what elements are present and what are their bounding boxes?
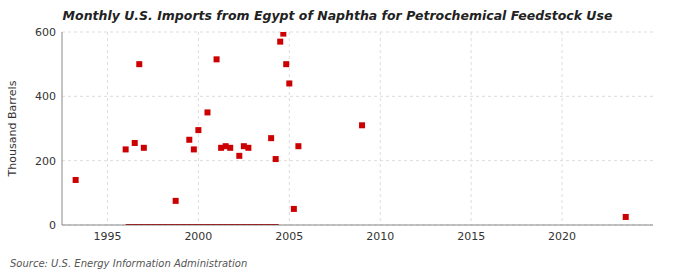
scatter-point [227,145,233,151]
grid-line-x [380,32,381,225]
grid-line-x [562,32,563,225]
scatter-point [277,39,283,45]
scatter-point [359,122,365,128]
scatter-point [132,140,138,146]
grid-line-x [471,32,472,225]
scatter-point [245,145,251,151]
band-bar [126,224,279,225]
grid [62,32,653,225]
scatter-point [73,177,79,183]
y-tick-label: 0 [49,219,56,232]
scatter-point [268,135,274,141]
scatter-point [283,61,289,67]
scatter-point [195,127,201,133]
ticks: 1995 2000 2005 2010 2015 2020 0 200 400 600 [35,26,576,243]
grid-line-x [289,32,290,225]
x-tick-label: 2000 [184,230,212,243]
y-tick-label: 200 [35,155,56,168]
scatter-point [191,146,197,152]
chart: 1995 2000 2005 2010 2015 2020 0 200 400 600 Monthl… [0,0,675,275]
y-axis-label: Thousand Barrels [6,80,19,177]
scatter-point [286,80,292,86]
grid-line-y [62,225,653,226]
scatter-point [136,61,142,67]
grid-line-y [62,96,653,97]
x-axis-line [62,225,653,226]
scatter-point [214,56,220,62]
grid-line-x [107,32,108,225]
scatter-point [280,32,286,37]
scatter-point [186,137,192,143]
scatter-point [236,153,242,159]
x-tick-label: 2015 [457,230,485,243]
scatter-point [273,156,279,162]
marks [73,32,629,225]
scatter-point [141,145,147,151]
source: Source: U.S. Energy Information Administ… [10,258,247,269]
scatter-point [123,146,129,152]
grid-line-y [62,160,653,161]
scatter-point [295,143,301,149]
x-tick-label: 2020 [548,230,576,243]
grid-line-y [62,32,653,33]
scatter-point [623,214,629,220]
x-tick-label: 1995 [93,230,121,243]
y-tick-label: 400 [35,90,56,103]
scatter-point [291,206,297,212]
scatter-point [204,109,210,115]
scatter-point [173,198,179,204]
title: Monthly U.S. Imports from Egypt of Napht… [63,8,613,23]
x-tick-label: 2005 [275,230,303,243]
x-tick-label: 2010 [366,230,394,243]
y-tick-label: 600 [35,26,56,39]
y-axis-line [62,32,63,225]
